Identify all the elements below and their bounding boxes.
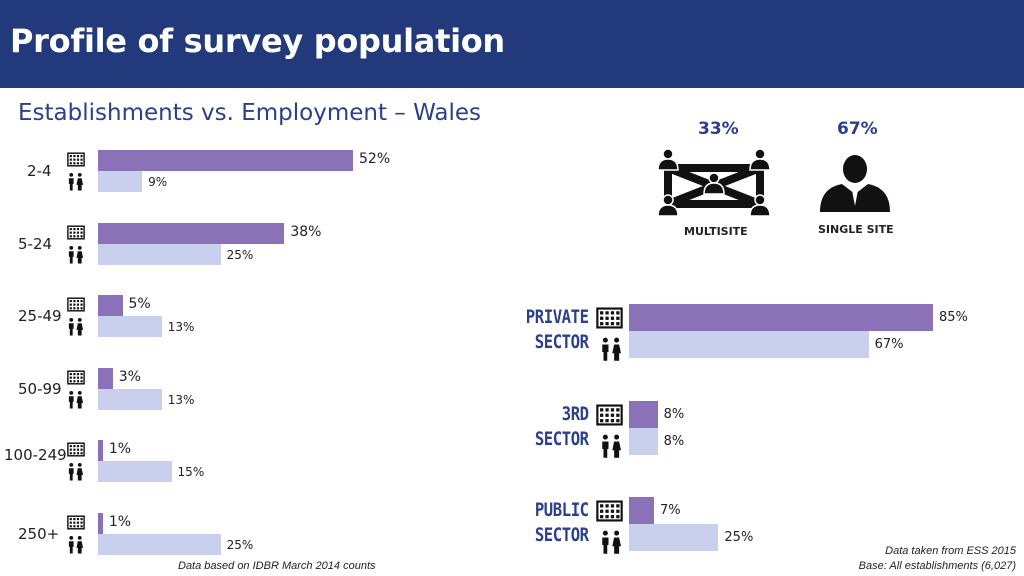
person-icon [820,155,890,212]
people-icon [602,530,621,554]
people-icon [68,318,84,336]
establishment-bar [98,512,103,534]
employment-bar [98,171,143,192]
establishment-value: 7% [660,503,681,518]
header-banner: Profile of survey population [0,0,1024,88]
building-icon [67,442,85,457]
category-label: 2-4 [27,162,52,180]
employment-bar [98,243,221,265]
establishment-bar [629,401,658,428]
employment-value: 25% [226,247,254,262]
source-note-left: Data based on IDBR March 2014 counts [178,560,376,572]
sector-label: PUBLIC SECTOR [535,499,589,546]
establishment-bar [98,440,103,461]
employment-bar [98,533,221,555]
establishment-value: 38% [290,223,322,240]
category-label: 100-249 [4,446,67,464]
employment-value: 15% [177,465,205,479]
category-label: 25-49 [18,307,62,325]
building-icon [67,369,85,385]
employment-value: 67% [874,337,904,352]
sector-label: 3RD SECTOR [535,403,589,450]
people-icon [68,173,84,191]
establishment-value: 3% [118,368,141,385]
people-icon [68,535,84,553]
establishment-value: 1% [108,441,132,457]
building-icon [67,224,85,240]
building-icon [67,152,85,167]
employment-value: 9% [148,175,168,189]
category-label: 50-99 [18,379,62,398]
establishment-bar [629,497,655,524]
page-title: Profile of survey population [10,22,505,60]
sector-label: PRIVATE SECTOR [526,306,589,353]
building-icon [67,514,85,530]
multisite-percent: 33% [698,119,739,139]
employment-bar [629,524,719,551]
establishment-value: 85% [939,310,968,325]
establishment-bar [98,367,113,389]
chart-subtitle: Establishments vs. Employment – Wales [18,100,481,126]
people-icon [602,434,621,458]
establishment-value: 1% [108,513,132,530]
building-icon [596,404,623,426]
establishment-value: 8% [663,407,685,422]
people-icon [68,245,84,263]
single-site-label: SINGLE SITE [818,223,894,236]
employment-value: 13% [167,392,195,407]
employment-value: 25% [724,530,754,545]
category-label: 5-24 [18,234,53,253]
category-label: 250+ [18,524,60,543]
building-icon [596,500,623,522]
people-icon [68,463,84,481]
employment-value: 25% [226,537,254,552]
establishment-bar [98,150,353,171]
establishment-bar [98,295,123,316]
establishment-bar [629,304,933,331]
people-icon [68,390,84,408]
source-note-right-1: Data taken from ESS 2015 [885,545,1016,557]
establishment-value: 52% [359,151,391,167]
employment-bar [629,331,869,358]
building-icon [596,307,623,329]
establishment-value: 5% [128,296,151,312]
network-people-icon [657,148,771,217]
source-note-right-2: Base: All establishments (6,027) [858,560,1016,572]
people-icon [602,337,621,361]
employment-value: 13% [167,320,195,334]
multisite-label: MULTISITE [684,225,748,238]
employment-bar [629,428,658,455]
building-icon [67,297,85,312]
employment-bar [98,461,172,482]
employment-bar [98,388,162,410]
employment-value: 8% [663,434,685,449]
single-site-percent: 67% [837,119,878,139]
employment-bar [98,316,162,337]
establishment-bar [98,222,285,244]
